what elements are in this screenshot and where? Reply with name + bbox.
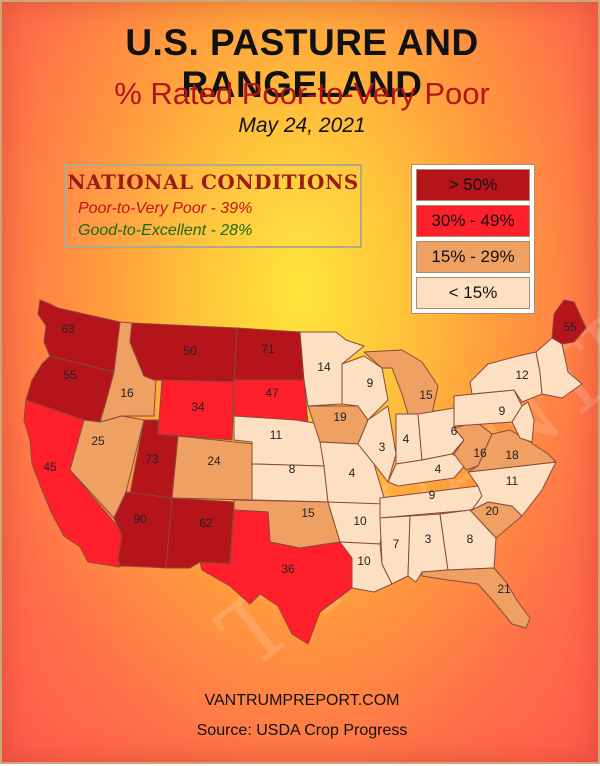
state-value-wv: 16 [473, 446, 487, 460]
state-value-mo: 4 [349, 466, 356, 480]
state-value-ne: 11 [270, 428, 283, 442]
state-az [113, 491, 173, 569]
state-value-id: 16 [120, 386, 134, 400]
state-new-england [535, 337, 583, 399]
state-value-tx: 36 [281, 562, 295, 576]
state-ms [379, 515, 411, 585]
state-value-pa: 9 [499, 404, 506, 418]
state-value-az: 90 [133, 512, 147, 526]
state-value-mi: 15 [419, 388, 433, 402]
national-poor-rating: Poor-to-Very Poor - 39% [78, 200, 253, 217]
state-value-ms: 7 [393, 537, 400, 551]
legend-item-over-50: > 50% [416, 169, 530, 201]
website-link[interactable]: VANTRUMPREPORT.COM [204, 692, 400, 709]
state-wi [341, 355, 389, 421]
state-value-nd: 71 [261, 342, 275, 356]
page-subtitle: % Rated Poor-to-Very Poor [114, 76, 490, 111]
state-value-al: 3 [425, 532, 432, 546]
state-va [467, 429, 557, 473]
state-wy [157, 379, 235, 441]
state-oh [417, 407, 465, 461]
state-nc [467, 461, 557, 517]
state-value-ar: 10 [353, 514, 367, 528]
page-title: U.S. PASTURE AND RANGELAND [125, 22, 479, 105]
legend-label: > 50% [448, 175, 498, 194]
state-mid-atlantic [511, 401, 535, 443]
legend-label: 15% - 29% [431, 247, 515, 266]
state-fl [421, 567, 531, 629]
national-conditions-heading: NATIONAL CONDITIONS [67, 170, 359, 194]
legend-label: < 15% [448, 283, 498, 302]
state-value-wi: 9 [367, 376, 374, 390]
state-pa [453, 389, 523, 427]
state-value-la: 10 [357, 554, 371, 568]
state-ga [439, 509, 497, 571]
state-value-nm: 62 [199, 516, 213, 530]
state-value-nv: 25 [91, 434, 105, 448]
national-conditions-box: NATIONAL CONDITIONS Poor-to-Very Poor - … [64, 164, 362, 248]
state-value-oh: 6 [451, 424, 458, 438]
state-value-ut: 73 [145, 452, 159, 466]
state-value-il: 3 [379, 440, 386, 454]
legend-item-under-15: < 15% [416, 277, 530, 309]
state-value-ia: 19 [333, 410, 347, 424]
state-value-ks: 8 [289, 462, 296, 476]
state-value-ga: 8 [467, 532, 474, 546]
state-value-mn: 14 [317, 360, 331, 374]
state-tx [199, 509, 353, 645]
state-value-tn: 9 [429, 488, 436, 502]
state-value-ny: 12 [515, 368, 529, 382]
state-value-wy: 34 [191, 400, 205, 414]
legend-item-30-49: 30% - 49% [416, 205, 530, 237]
legend-item-15-29: 15% - 29% [416, 241, 530, 273]
state-value-ok: 15 [301, 506, 315, 520]
state-ca [23, 399, 125, 568]
state-value-wa: 63 [61, 322, 75, 336]
map-legend: > 50% 30% - 49% 15% - 29% < 15% [411, 164, 535, 314]
state-value-nc: 11 [506, 474, 519, 488]
state-value-va: 18 [505, 448, 519, 462]
state-value-ky: 4 [435, 462, 442, 476]
state-value-fl: 21 [497, 582, 511, 596]
report-date: May 24, 2021 [238, 114, 366, 137]
state-value-mt: 50 [183, 344, 197, 358]
state-me [551, 299, 587, 345]
state-value-sd: 47 [265, 386, 279, 400]
state-la [339, 541, 393, 593]
state-value-or: 55 [63, 368, 77, 382]
state-value-sc: 20 [485, 504, 499, 518]
state-value-co: 24 [207, 454, 221, 468]
state-nm [165, 497, 235, 569]
state-value-ca: 45 [43, 460, 57, 474]
legend-label: 30% - 49% [431, 211, 515, 230]
source-note: Source: USDA Crop Progress [196, 722, 408, 739]
national-good-rating: Good-to-Excellent - 28% [78, 222, 253, 239]
state-value-in: 4 [403, 432, 410, 446]
state-value-me: 55 [563, 320, 577, 334]
